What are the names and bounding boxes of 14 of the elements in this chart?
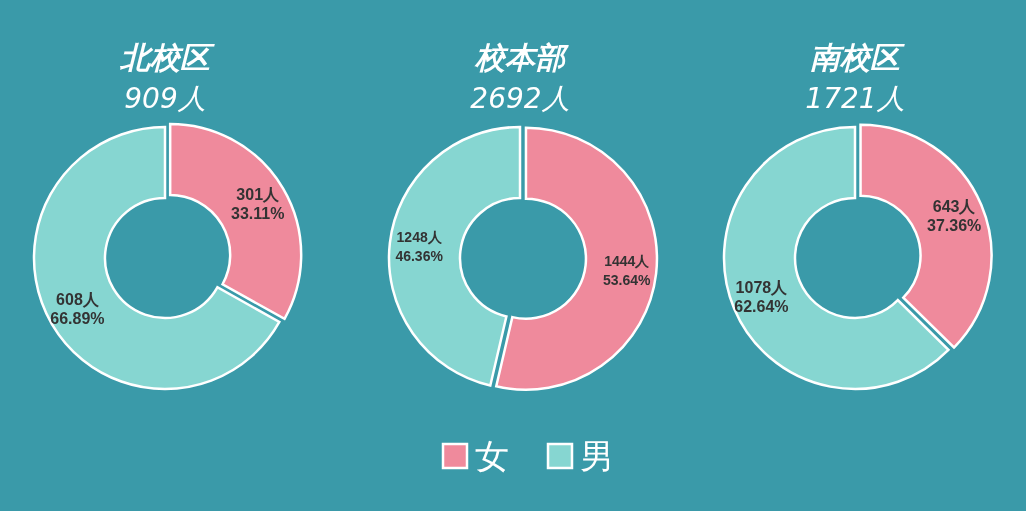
chart-title: 校本部 (474, 40, 569, 75)
data-label: 301人 33.11% (231, 185, 285, 222)
chart-subtitle: 909人 (124, 82, 206, 115)
data-label: 1248人 46.36% (395, 229, 444, 265)
chart-title: 南校区 (810, 40, 905, 75)
data-label: 1444人 53.64% (603, 253, 652, 289)
data-label: 1078人 62.64% (734, 279, 789, 316)
chart-subtitle: 2692人 (470, 82, 570, 115)
chart-subtitle: 1721人 (805, 82, 905, 115)
data-label: 608人 66.89% (50, 291, 105, 328)
legend-label: 女 (475, 436, 509, 476)
chart-title: 北校区 (119, 40, 215, 75)
legend-label: 男 (580, 436, 614, 476)
data-label: 643人 37.36% (927, 198, 982, 235)
